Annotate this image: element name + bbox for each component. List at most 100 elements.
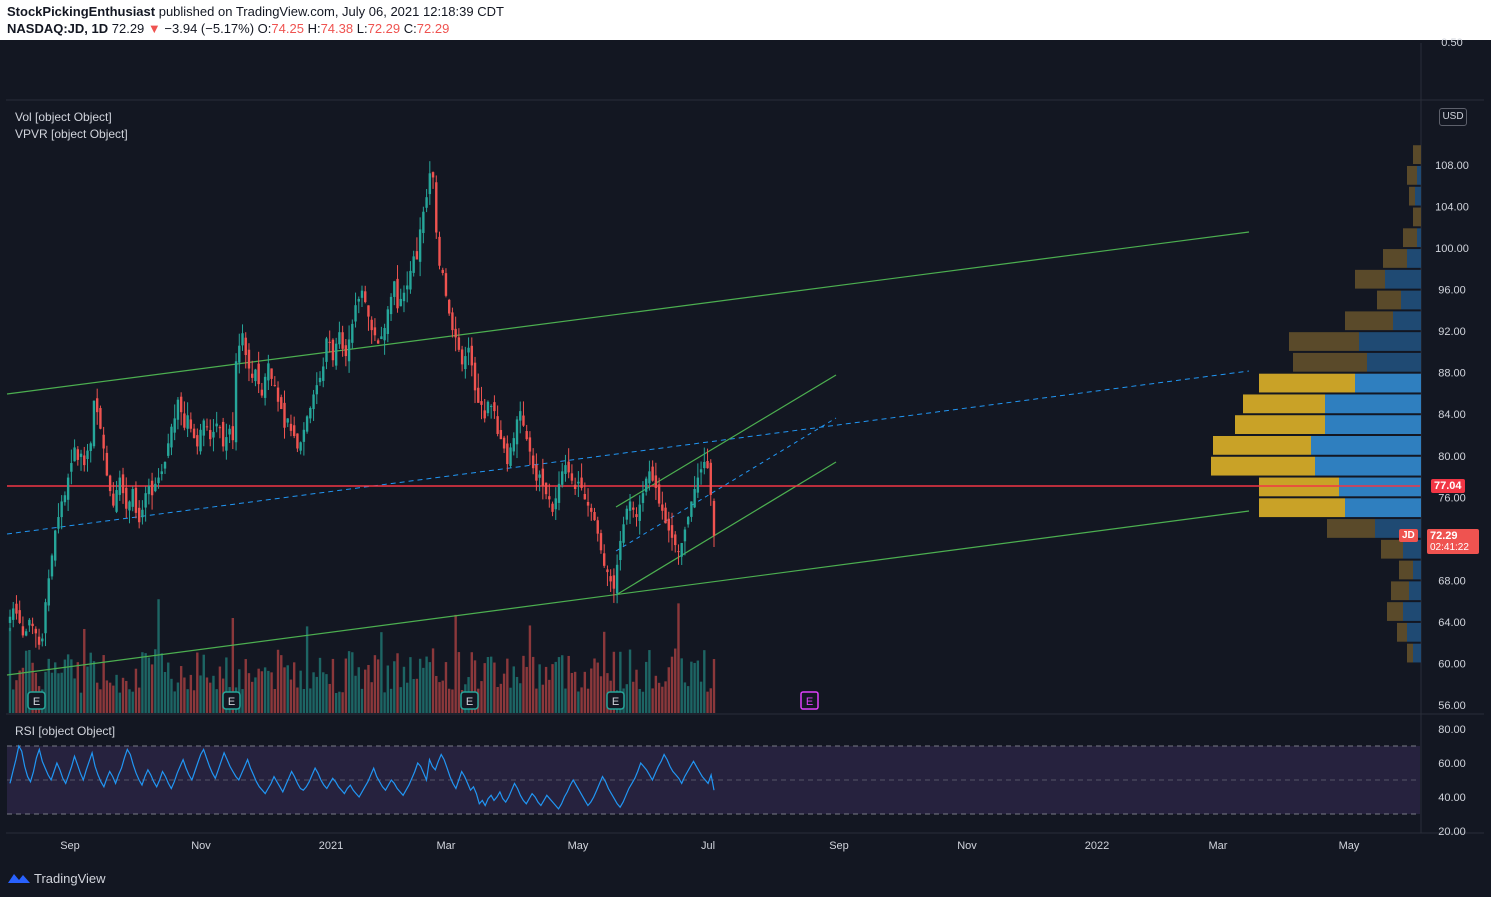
volume-bar [70,659,73,713]
trend-channel-lower[interactable] [6,510,1250,676]
volume-bar [486,657,490,713]
volume-bar [351,652,354,713]
volume-bar [399,687,402,713]
candle-body [480,401,483,405]
candle-body [506,443,509,465]
candle-body [619,540,622,561]
volume-bar [260,671,264,713]
candle-body [551,503,554,512]
candle-body [289,423,293,431]
volume-legend[interactable]: Vol [object Object] [15,110,112,124]
volume-bar [15,680,18,713]
price-axis[interactable]: 108.00 104.00 100.00 96.00 92.00 88.00 84.00 80… [1435,160,1469,712]
change-arrow-icon: ▼ [147,21,161,36]
candle-body [28,619,31,626]
candle-body [50,555,54,577]
candle-body [238,345,241,363]
candle-body [367,305,370,317]
volume-bar [50,672,54,713]
volume-bar [286,665,289,713]
volume-bar [309,688,312,713]
earnings-marker[interactable]: E [460,691,479,710]
vpvr-down-bar [1377,290,1401,310]
volume-bar [121,677,125,713]
time-axis-label: Nov [191,840,211,852]
vpvr-down-bar [1259,477,1339,497]
symbol-label: NASDAQ:JD, 1D [7,21,109,36]
vpvr-down-bar [1243,394,1325,414]
small-channel-median[interactable] [615,417,837,552]
candle-body [422,211,425,234]
volume-bar [641,691,645,713]
rsi-legend[interactable]: RSI [object Object] [15,724,116,738]
tradingview-logo-icon[interactable] [7,870,31,886]
currency-button[interactable]: USD [1439,108,1467,126]
volume-bar [570,672,574,713]
volume-bar [489,656,493,713]
volume-bar [686,686,690,713]
candle-body [305,416,309,432]
volume-bar [457,652,461,713]
candle-body [292,425,296,437]
volume-bar [499,683,503,713]
candle-body [635,514,638,518]
rsi-axis[interactable]: 80.00 60.00 40.00 20.00 [1438,724,1466,838]
candle-body [570,473,574,481]
candle-body [192,428,196,439]
candle-body [441,269,444,273]
candle-body [89,443,92,451]
vpvr-down-bar [1235,415,1325,434]
volume-bar [367,664,370,713]
candle-body [322,366,325,381]
vpvr-up-bar [1339,477,1421,497]
candle-body [409,270,412,290]
author-name[interactable]: StockPickingEnthusiast [7,4,156,19]
volume-bar [699,681,703,713]
volume-bar [373,655,377,713]
candle-body [596,520,599,534]
volume-bar [154,649,157,713]
candle-body [425,197,428,208]
candle-body [31,623,34,627]
candle-body [531,455,535,469]
candle-body [273,385,277,387]
candle-body [541,468,545,486]
small-channel-upper[interactable] [615,374,837,508]
volume-bar [619,651,622,713]
volume-bar [267,670,270,713]
small-channel-lower[interactable] [615,461,837,596]
volume-bar [331,658,335,713]
volume-bar [322,672,325,713]
volume-bar [357,667,360,713]
volume-bar [657,682,661,713]
earnings-marker[interactable]: E [606,691,625,710]
tradingview-brand[interactable]: TradingView [34,871,106,886]
earnings-marker[interactable]: E [27,691,46,710]
candle-body [215,423,218,427]
vpvr-down-bar [1211,456,1315,476]
candle-body [641,493,645,503]
candle-body [454,328,457,338]
vpvr-down-bar [1413,145,1421,164]
earnings-marker[interactable]: E [222,691,241,710]
chart-canvas[interactable]: E E E E E 108.00 104.00 100.00 96.00 92.00 88… [0,0,1491,860]
candle-body [131,489,134,507]
candle-body [257,363,260,385]
volume-bar [544,666,548,713]
vpvr-legend[interactable]: VPVR [object Object] [15,127,128,141]
earnings-marker-upcoming[interactable]: E [800,691,819,710]
candle-body [674,534,677,546]
volume-bar [709,688,712,713]
vpvr-down-bar [1327,519,1375,538]
time-axis-label: May [568,840,589,852]
candle-body [280,397,283,410]
volume-bar [370,682,373,713]
candle-body [105,452,109,476]
candle-body [561,471,564,485]
volume-bar [564,688,567,713]
volume-bar [441,680,444,713]
time-axis[interactable]: Sep Nov 2021 Mar May Jul Sep Nov 2022 Mar May [60,840,1360,852]
trend-channel-upper[interactable] [6,231,1250,395]
candle-body [44,602,47,634]
trend-channel-median[interactable] [6,370,1250,535]
